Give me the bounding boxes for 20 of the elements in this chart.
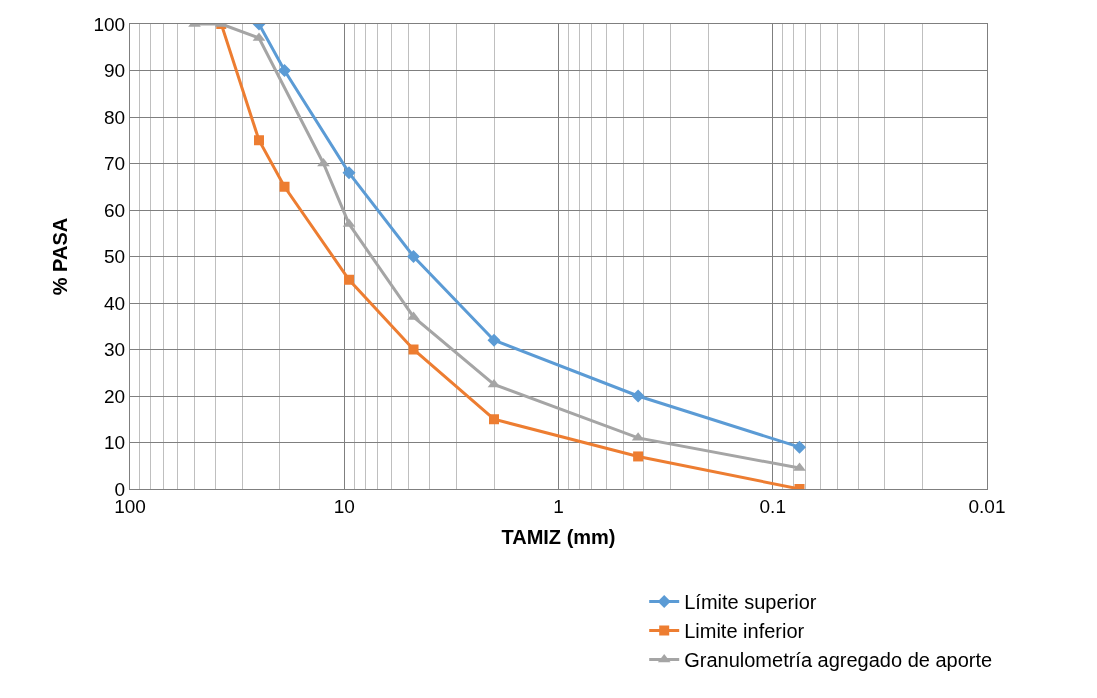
y-tick-label: 80 bbox=[104, 106, 126, 128]
y-tick-label: 60 bbox=[104, 199, 126, 221]
y-tick-label: 20 bbox=[104, 385, 126, 407]
y-tick-label: 90 bbox=[104, 60, 126, 82]
x-tick-label: 0.01 bbox=[968, 495, 1006, 517]
legend-label: Granulometría agregado de aporte bbox=[684, 649, 993, 672]
x-axis-title: TAMIZ (mm) bbox=[501, 526, 616, 549]
y-tick-label: 50 bbox=[104, 246, 126, 268]
y-tick-label: 40 bbox=[104, 292, 126, 314]
y-tick-label: 100 bbox=[93, 13, 126, 35]
legend-label: Limite inferior bbox=[684, 620, 805, 643]
y-axis-title: % PASA bbox=[49, 217, 71, 296]
y-tick-label: 0 bbox=[114, 478, 126, 500]
y-tick-label: 30 bbox=[104, 339, 126, 361]
y-tick-label: 70 bbox=[104, 153, 126, 175]
legend-label: Límite superior bbox=[684, 591, 817, 614]
x-tick-label: 0.1 bbox=[759, 495, 786, 517]
x-tick-label: 10 bbox=[333, 495, 355, 517]
y-tick-label: 10 bbox=[104, 432, 126, 454]
x-tick-label: 1 bbox=[553, 495, 564, 517]
